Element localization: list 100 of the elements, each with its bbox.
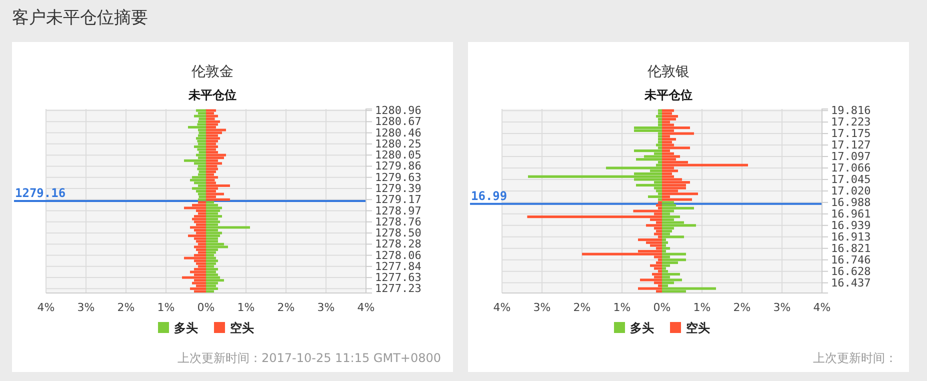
bar xyxy=(662,181,690,184)
bar xyxy=(662,155,680,158)
bar xyxy=(197,148,206,151)
bar xyxy=(188,234,206,238)
bar xyxy=(198,170,206,174)
bar xyxy=(662,146,690,150)
bar xyxy=(206,284,216,288)
bar xyxy=(658,201,662,204)
bar xyxy=(206,123,218,126)
bar xyxy=(198,134,206,137)
bar xyxy=(206,218,218,220)
bar xyxy=(662,109,674,112)
x-tick-label: 3% xyxy=(77,300,95,314)
bar xyxy=(640,278,662,282)
bar xyxy=(658,109,662,112)
bar xyxy=(206,168,218,170)
bar xyxy=(582,252,662,256)
bar xyxy=(196,240,206,243)
y-tick-label: 16.821 xyxy=(831,242,871,255)
x-tick-label: 3% xyxy=(317,300,335,314)
y-tick-label: 16.437 xyxy=(831,276,871,290)
y-tick-label: 16.961 xyxy=(831,207,871,220)
y-tick-label: 1278.28 xyxy=(375,238,422,251)
bar xyxy=(198,120,206,123)
y-tick-label: 1277.84 xyxy=(375,260,422,273)
ref-line-label: 16.99 xyxy=(471,188,508,203)
bar xyxy=(662,278,682,282)
y-tick-label: 16.939 xyxy=(831,218,871,232)
bar xyxy=(206,232,222,234)
bar xyxy=(636,158,662,161)
bar xyxy=(184,159,206,162)
bar xyxy=(648,195,662,198)
x-tick-label: 2% xyxy=(277,300,295,314)
bar xyxy=(194,220,206,224)
bar xyxy=(198,251,206,254)
y-tick-label: 17.097 xyxy=(831,150,871,164)
bar xyxy=(658,135,662,138)
bar xyxy=(206,206,222,210)
y-tick-label: 1280.46 xyxy=(375,126,422,140)
bar xyxy=(198,112,206,115)
y-tick-label: 1278.50 xyxy=(375,226,422,240)
x-tick-label: 3% xyxy=(533,300,551,314)
bar xyxy=(206,274,218,276)
legend-label: 多头 xyxy=(174,321,198,335)
bar xyxy=(656,230,662,232)
bar xyxy=(198,242,206,246)
bar xyxy=(206,270,216,274)
bar xyxy=(206,276,220,279)
chart-subtitle: 未平仓位 xyxy=(644,88,692,102)
bar xyxy=(206,201,214,204)
bar xyxy=(656,144,662,146)
bar xyxy=(662,287,716,290)
bar xyxy=(197,140,206,142)
y-tick-label: 1280.96 xyxy=(375,104,422,118)
bar xyxy=(206,251,216,254)
bar xyxy=(190,226,206,229)
bar xyxy=(654,232,662,236)
bar xyxy=(192,218,206,220)
bar xyxy=(206,112,214,115)
bar xyxy=(206,226,250,229)
y-tick-label: 17.066 xyxy=(831,162,871,175)
bar xyxy=(658,138,662,141)
bar xyxy=(206,109,216,112)
y-tick-label: 1278.97 xyxy=(375,204,422,218)
bar xyxy=(662,241,668,244)
y-tick-label: 17.045 xyxy=(831,172,871,186)
bar xyxy=(662,215,680,218)
bar xyxy=(652,272,662,276)
bar xyxy=(658,120,662,124)
y-tick-label: 1279.39 xyxy=(375,182,422,195)
bar xyxy=(188,126,206,128)
bar xyxy=(634,126,662,130)
text: 客户未平仓位摘要 xyxy=(12,7,148,29)
bar xyxy=(662,170,678,172)
bar xyxy=(206,148,216,151)
bar xyxy=(662,186,686,190)
bar xyxy=(194,228,206,232)
bar xyxy=(206,260,218,262)
bar xyxy=(192,282,206,284)
bar xyxy=(654,267,662,270)
bar xyxy=(662,201,674,204)
bar xyxy=(662,252,686,256)
bar xyxy=(206,220,220,224)
bar xyxy=(206,134,218,137)
bar xyxy=(194,268,206,270)
bar xyxy=(206,137,220,140)
bar xyxy=(662,118,676,120)
bar xyxy=(196,190,206,193)
y-tick-label: 1280.67 xyxy=(375,115,422,128)
x-tick-label: 2% xyxy=(573,300,591,314)
bar xyxy=(656,190,662,192)
bar xyxy=(206,140,218,142)
bar xyxy=(636,184,662,187)
x-tick-label: 2% xyxy=(117,300,135,314)
bar xyxy=(198,192,206,196)
bar xyxy=(662,184,686,187)
bar xyxy=(206,156,224,160)
y-tick-label: 16.746 xyxy=(831,253,871,266)
bar xyxy=(206,142,216,146)
bar xyxy=(184,256,206,260)
